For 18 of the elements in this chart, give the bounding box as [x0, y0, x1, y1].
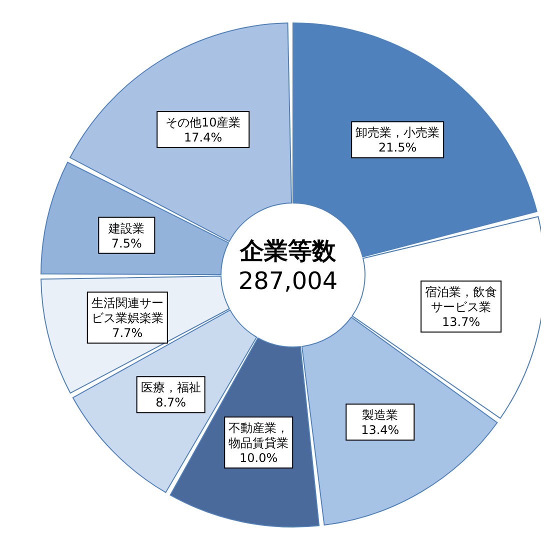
slice-label: 不動産業，物品賃貸業	[228, 421, 289, 450]
slice-label: その他10産業	[165, 116, 241, 130]
slice-label: 製造業	[362, 408, 398, 422]
data-label: 17.4%	[184, 130, 222, 145]
data-label: 13.4%	[361, 423, 400, 438]
text: 企業等数	[238, 236, 337, 266]
data-label: 10.0%	[240, 451, 278, 466]
data-label: 8.7%	[156, 396, 186, 410]
slice-label: 医療，福祉	[140, 380, 201, 395]
slice-label: 生活関連サービス業娯楽業	[91, 296, 164, 326]
data-label: 21.5%	[378, 140, 417, 155]
slice-label: 建設業	[108, 221, 145, 236]
data-label: 7.5%	[111, 236, 142, 250]
text: 287,004	[237, 266, 339, 296]
slice-label: 宿泊業，飲食サービス業	[425, 285, 498, 314]
data-label: 7.7%	[112, 326, 143, 340]
slice-label: 卸売業，小売業	[356, 126, 440, 140]
data-label: 13.7%	[442, 315, 480, 330]
